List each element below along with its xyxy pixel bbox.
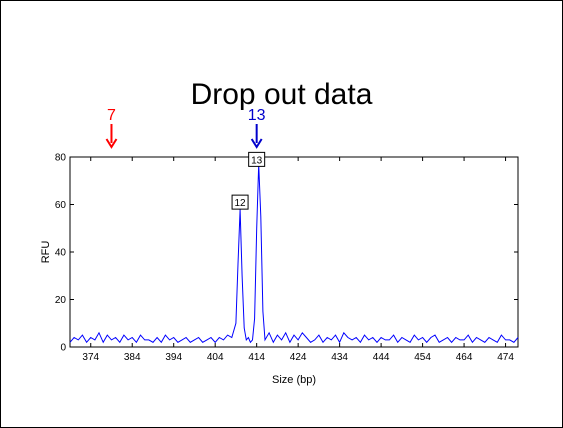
peak-label: 12	[235, 198, 247, 209]
x-tick-label: 454	[414, 352, 431, 363]
slide-title: Drop out data	[190, 78, 373, 111]
allele-marker-arrow-head	[105, 138, 118, 149]
y-tick-label: 60	[55, 200, 67, 211]
plot-frame	[69, 156, 519, 348]
peak-label-box	[231, 194, 249, 210]
x-axis-title: Size (bp)	[272, 374, 316, 386]
x-tick-label: 374	[82, 352, 99, 363]
x-tick-label: 414	[248, 352, 265, 363]
x-tick-label: 444	[373, 352, 390, 363]
x-tick-label: 404	[207, 352, 224, 363]
y-ticks: 0 20 40 60 80	[55, 153, 518, 354]
allele-markers: 7 13	[105, 107, 266, 149]
x-tick-label: 474	[497, 352, 514, 363]
peak-label: 13	[251, 155, 263, 166]
y-tick-label: 80	[55, 153, 67, 164]
x-ticks: 374 384 394 404 414 424 434 444 454 464 474	[82, 157, 514, 363]
y-tick-label: 20	[55, 295, 67, 306]
allele-marker-arrow-head	[250, 138, 263, 149]
rfu-trace	[69, 164, 519, 344]
x-tick-label: 464	[456, 352, 473, 363]
y-axis-title: RFU	[40, 241, 52, 264]
y-tick-label: 40	[55, 248, 67, 259]
x-tick-label: 394	[165, 352, 182, 363]
peak-label-box	[248, 151, 266, 167]
x-tick-label: 384	[124, 352, 141, 363]
x-tick-label: 434	[331, 352, 348, 363]
allele-marker-label: 13	[248, 107, 266, 124]
y-tick-label: 0	[60, 343, 66, 354]
x-tick-label: 424	[290, 352, 307, 363]
peak-labels: 12 13	[231, 151, 266, 210]
allele-marker-label: 7	[107, 107, 116, 124]
